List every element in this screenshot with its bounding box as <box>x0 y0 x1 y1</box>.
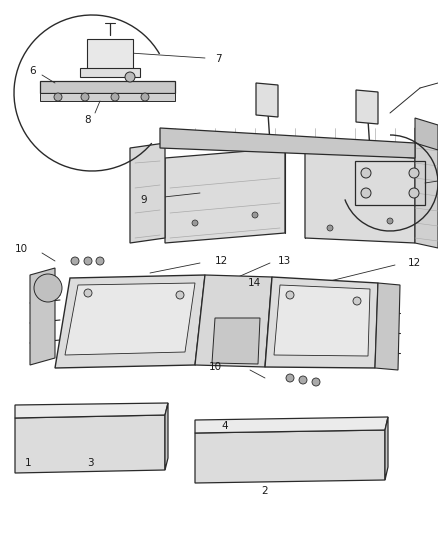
Text: 1: 1 <box>25 458 31 468</box>
Circle shape <box>361 168 371 178</box>
Circle shape <box>299 376 307 384</box>
Polygon shape <box>305 150 415 243</box>
Polygon shape <box>15 403 168 418</box>
Polygon shape <box>165 403 168 470</box>
Circle shape <box>84 289 92 297</box>
Polygon shape <box>415 118 438 150</box>
Polygon shape <box>80 68 140 77</box>
Polygon shape <box>375 283 400 370</box>
Polygon shape <box>87 39 133 69</box>
Circle shape <box>361 188 371 198</box>
Polygon shape <box>256 83 278 117</box>
Text: 12: 12 <box>408 258 421 268</box>
Circle shape <box>192 220 198 226</box>
Text: 2: 2 <box>261 486 268 496</box>
Circle shape <box>252 212 258 218</box>
Polygon shape <box>385 417 388 480</box>
Text: 4: 4 <box>222 421 228 431</box>
Polygon shape <box>274 285 370 356</box>
Polygon shape <box>265 277 378 368</box>
Text: 12: 12 <box>215 256 228 266</box>
Polygon shape <box>65 283 195 355</box>
Circle shape <box>353 297 361 305</box>
Circle shape <box>409 188 419 198</box>
Circle shape <box>125 72 135 82</box>
Polygon shape <box>195 275 272 367</box>
Polygon shape <box>160 128 415 158</box>
Circle shape <box>54 93 62 101</box>
Polygon shape <box>165 148 285 243</box>
Circle shape <box>409 168 419 178</box>
Circle shape <box>84 257 92 265</box>
Polygon shape <box>195 430 385 483</box>
Polygon shape <box>356 90 378 124</box>
Text: 7: 7 <box>215 54 222 64</box>
Polygon shape <box>130 143 165 243</box>
Polygon shape <box>40 93 175 101</box>
Circle shape <box>286 374 294 382</box>
Text: 6: 6 <box>30 66 36 76</box>
Circle shape <box>111 93 119 101</box>
Circle shape <box>387 218 393 224</box>
Polygon shape <box>212 318 260 364</box>
Circle shape <box>286 291 294 299</box>
Text: 10: 10 <box>15 244 28 254</box>
Circle shape <box>141 93 149 101</box>
Text: 8: 8 <box>85 115 91 125</box>
Circle shape <box>312 378 320 386</box>
Circle shape <box>81 93 89 101</box>
Polygon shape <box>40 81 175 93</box>
Text: 3: 3 <box>87 458 93 468</box>
Text: 10: 10 <box>209 362 222 372</box>
Circle shape <box>327 225 333 231</box>
Circle shape <box>34 274 62 302</box>
Circle shape <box>96 257 104 265</box>
Polygon shape <box>15 415 165 473</box>
Text: 14: 14 <box>248 278 261 288</box>
Polygon shape <box>415 128 438 248</box>
Text: 9: 9 <box>140 195 147 205</box>
Polygon shape <box>195 417 388 433</box>
Circle shape <box>71 257 79 265</box>
Polygon shape <box>30 268 55 365</box>
Circle shape <box>176 291 184 299</box>
Polygon shape <box>55 275 205 368</box>
Text: 13: 13 <box>278 256 291 266</box>
